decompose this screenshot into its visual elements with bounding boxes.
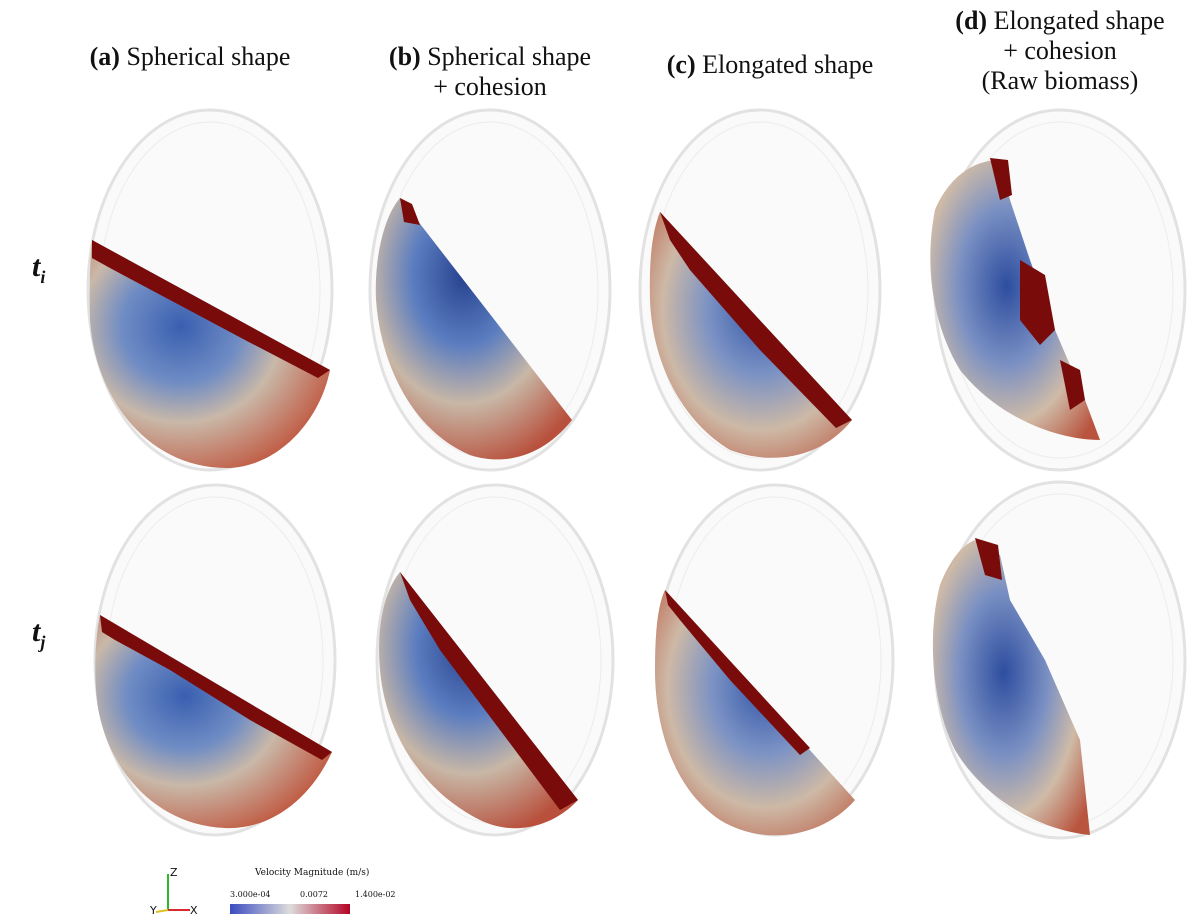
column-label-line2: + cohesion — [1003, 36, 1117, 65]
row-label-base: t — [32, 250, 41, 283]
column-letter: (c) — [666, 50, 696, 79]
column-title-b: (b) Spherical shape + cohesion — [355, 42, 625, 102]
column-label: Elongated shape — [702, 50, 874, 79]
column-label: Spherical shape — [126, 42, 291, 71]
drum-d-tj — [932, 480, 1187, 840]
drum-panels — [86, 108, 1187, 840]
colorbar-mid-label: 0.0072 — [300, 890, 328, 899]
legend: Z Y X Velocity Magnitude (m/s) 3.000e-04… — [150, 862, 410, 920]
column-label: Elongated shape — [993, 6, 1165, 35]
drum-d-ti — [930, 108, 1187, 472]
column-label: Spherical shape — [427, 42, 592, 71]
column-title-d: (d) Elongated shape + cohesion (Raw biom… — [925, 6, 1195, 96]
colorbar-title: Velocity Magnitude (m/s) — [255, 868, 370, 878]
row-label-sub: i — [40, 267, 46, 287]
column-label-line3: (Raw biomass) — [981, 66, 1139, 95]
column-letter: (a) — [89, 42, 120, 71]
drum-c-ti — [638, 108, 882, 472]
colorbar-max-label: 1.400e-02 — [355, 890, 396, 899]
row-label-sub: j — [40, 632, 46, 652]
drum-c-tj — [655, 483, 895, 837]
column-letter: (d) — [955, 6, 988, 35]
row-label-ti: ti — [32, 250, 45, 288]
axis-y-label: Y — [150, 904, 157, 917]
row-label-base: t — [32, 615, 41, 648]
axis-x-label: X — [190, 904, 198, 917]
axes-triad-icon — [155, 874, 190, 913]
axis-z-label: Z — [170, 866, 178, 879]
column-title-a: (a) Spherical shape — [60, 42, 320, 72]
drum-a-tj — [93, 483, 337, 837]
colorbar-min-label: 3.000e-04 — [230, 890, 271, 899]
column-label-line2: + cohesion — [433, 72, 547, 101]
drum-b-ti — [368, 108, 612, 472]
row-label-tj: tj — [32, 615, 45, 653]
column-letter: (b) — [388, 42, 421, 71]
drum-b-tj — [375, 483, 615, 837]
drum-a-ti — [86, 108, 334, 472]
column-title-c: (c) Elongated shape — [630, 50, 910, 80]
colorbar — [230, 904, 350, 914]
